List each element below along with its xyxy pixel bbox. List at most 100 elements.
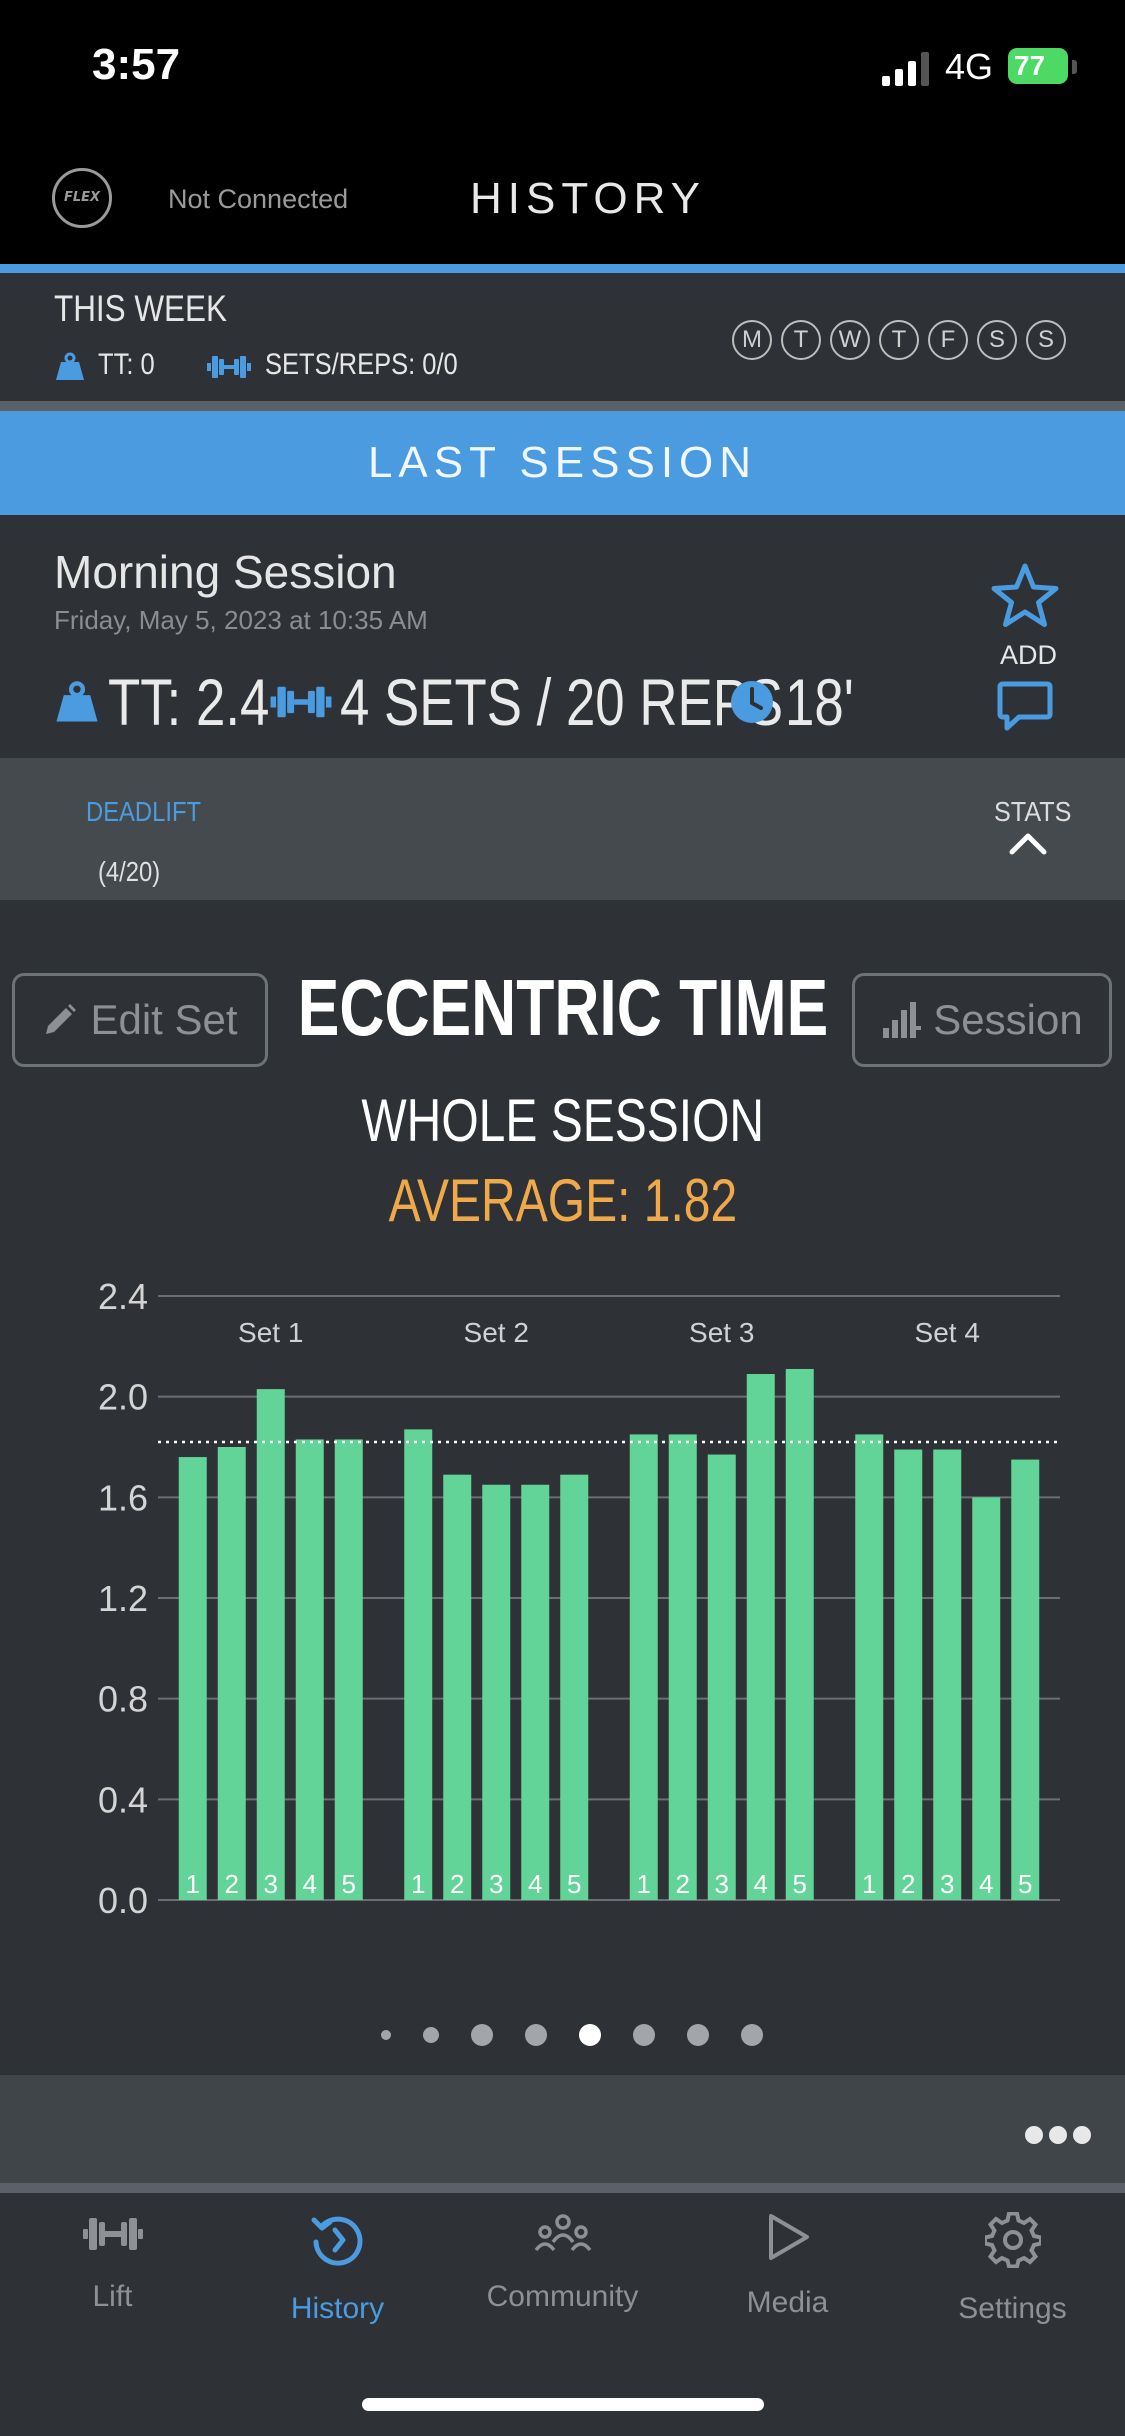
tab-label: Settings xyxy=(958,2292,1067,2325)
set-label: Set 4 xyxy=(915,1317,980,1348)
edit-set-button[interactable]: Edit Set xyxy=(12,973,268,1067)
rep-label: 2 xyxy=(450,1869,464,1899)
rep-label: 4 xyxy=(303,1869,317,1899)
rep-label: 2 xyxy=(676,1869,690,1899)
weekday-indicators: M T W T F S S xyxy=(732,320,1066,360)
exercise-count: (4/20) xyxy=(98,856,161,887)
page-dot[interactable] xyxy=(470,2024,493,2046)
bar xyxy=(972,1497,1001,1900)
community-icon xyxy=(534,2214,591,2252)
chart-subtitle-text: WHOLE SESSION xyxy=(361,1087,764,1154)
rep-label: 2 xyxy=(225,1869,239,1899)
bar xyxy=(560,1474,589,1900)
rep-label: 2 xyxy=(901,1869,915,1899)
rep-label: 5 xyxy=(567,1869,581,1899)
session-view-button[interactable]: Session xyxy=(852,973,1112,1067)
bar xyxy=(1011,1459,1040,1900)
tab-community[interactable]: Community xyxy=(450,2212,675,2314)
bar xyxy=(707,1454,736,1900)
battery-level: 77 xyxy=(1014,50,1046,81)
session-name[interactable]: Morning Session xyxy=(54,546,397,598)
last-session-banner xyxy=(0,411,1125,515)
y-tick-label: 0.0 xyxy=(98,1880,148,1920)
day-friday: F xyxy=(928,320,968,360)
rep-label: 4 xyxy=(528,1869,542,1899)
home-indicator[interactable] xyxy=(362,2398,764,2411)
history-icon xyxy=(311,2216,362,2266)
tab-label: Community xyxy=(486,2280,639,2313)
rep-label: 1 xyxy=(862,1869,876,1899)
page-dot[interactable] xyxy=(578,2024,601,2046)
edit-set-label: Edit Set xyxy=(90,996,238,1043)
rep-label: 3 xyxy=(264,1869,278,1899)
set-label: Set 2 xyxy=(464,1317,529,1348)
add-comment-label[interactable]: ADD xyxy=(1000,640,1058,670)
star-icon[interactable] xyxy=(990,562,1060,628)
stats-toggle-label[interactable]: STATS xyxy=(994,796,1072,827)
bar xyxy=(404,1429,433,1900)
y-tick-label: 2.0 xyxy=(98,1377,148,1418)
bar xyxy=(521,1484,550,1900)
comment-icon[interactable] xyxy=(997,680,1053,732)
bar-chart-icon xyxy=(883,1002,922,1038)
session-duration: 18' xyxy=(785,665,854,739)
page-dot[interactable] xyxy=(740,2024,763,2046)
clock-icon xyxy=(731,681,773,723)
day-thursday: T xyxy=(879,320,919,360)
y-tick-label: 0.8 xyxy=(98,1679,148,1720)
chart-average: AVERAGE: 1.82 xyxy=(0,1166,1125,1235)
day-sunday: S xyxy=(1026,320,1066,360)
week-tt: TT: 0 xyxy=(98,348,155,381)
chart-subtitle: WHOLE SESSION xyxy=(0,1086,1125,1155)
tab-history[interactable]: History xyxy=(225,2212,450,2326)
day-monday: M xyxy=(732,320,772,360)
rep-label: 5 xyxy=(1018,1869,1032,1899)
session-button-label: Session xyxy=(933,996,1083,1043)
rep-label: 1 xyxy=(637,1869,651,1899)
cell-signal-icon xyxy=(882,52,929,86)
dumbbell-icon xyxy=(82,2218,143,2250)
rep-label: 4 xyxy=(979,1869,993,1899)
tab-label: Media xyxy=(746,2286,829,2319)
weight-icon xyxy=(56,681,98,722)
tab-settings[interactable]: Settings xyxy=(900,2212,1125,2326)
gear-icon xyxy=(984,2212,1041,2268)
page-dot[interactable] xyxy=(686,2024,709,2046)
tab-lift[interactable]: Lift xyxy=(0,2212,225,2314)
page-indicator[interactable] xyxy=(0,2022,1125,2048)
more-options-icon[interactable] xyxy=(1025,2126,1091,2144)
bar xyxy=(295,1439,324,1900)
y-tick-label: 1.6 xyxy=(98,1477,148,1518)
y-tick-label: 1.2 xyxy=(98,1578,148,1619)
bar xyxy=(217,1447,246,1900)
dumbbell-icon xyxy=(207,356,251,378)
day-tuesday: T xyxy=(781,320,821,360)
tab-media[interactable]: Media xyxy=(675,2212,900,2320)
page-dot[interactable] xyxy=(524,2024,547,2046)
page-dot[interactable] xyxy=(632,2024,655,2046)
page-dot[interactable] xyxy=(380,2030,391,2040)
y-tick-label: 2.4 xyxy=(98,1276,148,1317)
bar xyxy=(178,1457,207,1900)
chevron-up-icon[interactable] xyxy=(1008,830,1048,856)
exercise-name[interactable]: DEADLIFT xyxy=(86,796,202,827)
flex-device-logo[interactable]: FLEX xyxy=(52,168,112,228)
chart-average-text: AVERAGE: 1.82 xyxy=(388,1167,737,1234)
dumbbell-icon xyxy=(270,686,332,718)
network-type: 4G xyxy=(945,46,994,87)
status-time: 3:57 xyxy=(92,40,181,89)
page-title: HISTORY xyxy=(470,174,706,223)
divider xyxy=(0,2183,1125,2193)
exercise-bar[interactable] xyxy=(0,758,1125,900)
rep-label: 5 xyxy=(793,1869,807,1899)
status-bar xyxy=(0,0,1125,140)
battery-icon: 77 xyxy=(1008,48,1068,84)
bar xyxy=(855,1434,884,1900)
rep-label: 3 xyxy=(715,1869,729,1899)
bar xyxy=(482,1484,511,1900)
page-dot[interactable] xyxy=(422,2027,439,2043)
bar xyxy=(746,1374,775,1900)
session-date: Friday, May 5, 2023 at 10:35 AM xyxy=(54,605,428,635)
y-tick-label: 0.4 xyxy=(98,1779,148,1820)
